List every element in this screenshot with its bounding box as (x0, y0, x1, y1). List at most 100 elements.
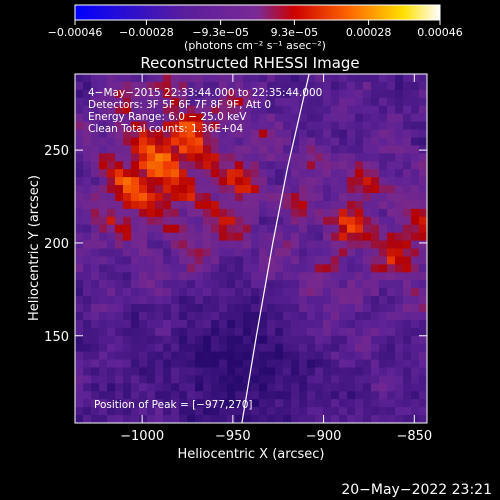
heatmap-cell (275, 359, 284, 368)
heatmap-cell (211, 288, 220, 297)
heatmap-cell (147, 319, 156, 329)
heatmap-cell (147, 74, 156, 83)
heatmap-cell (139, 113, 148, 122)
heatmap-cell (163, 415, 172, 423)
heatmap-cell (91, 232, 100, 241)
heatmap-cell (283, 185, 292, 194)
heatmap-cell (203, 185, 212, 194)
heatmap-cell (307, 177, 316, 186)
heatmap-cell (243, 343, 252, 353)
heatmap-cell (131, 304, 140, 313)
heatmap-cell (75, 335, 84, 345)
heatmap-cell (419, 367, 427, 376)
heatmap-cell (211, 137, 220, 146)
heatmap-cell (179, 256, 188, 265)
heatmap-cell (307, 169, 316, 178)
heatmap-cell (227, 200, 236, 210)
heatmap-cell (259, 200, 268, 210)
heatmap-cell (163, 232, 172, 241)
heatmap-cell (123, 161, 132, 170)
heatmap-cell (283, 97, 292, 107)
heatmap-cell (403, 288, 412, 297)
heatmap-cell (315, 129, 324, 138)
heatmap-cell (363, 216, 372, 226)
heatmap-cell (99, 121, 108, 130)
heatmap-cell (363, 311, 372, 321)
heatmap-cell (347, 216, 356, 226)
heatmap-cell (195, 367, 204, 376)
heatmap-cell (83, 327, 92, 337)
heatmap-cell (299, 185, 308, 194)
heatmap-cell (123, 153, 132, 162)
heatmap-cell (99, 383, 108, 392)
heatmap-cell (275, 89, 284, 99)
heatmap-cell (171, 407, 180, 416)
heatmap-cell (315, 169, 324, 178)
heatmap-cell (75, 359, 84, 368)
heatmap-cell (387, 383, 396, 392)
heatmap-cell (227, 208, 236, 218)
heatmap-cell (331, 256, 340, 265)
heatmap-cell (115, 129, 124, 138)
heatmap-cell (139, 248, 148, 257)
heatmap-cell (299, 169, 308, 178)
heatmap-cell (235, 327, 244, 337)
heatmap-cell (99, 280, 108, 289)
heatmap-cell (355, 319, 364, 329)
heatmap-cell (371, 415, 380, 423)
heatmap-cell (235, 311, 244, 321)
heatmap-cell (371, 81, 380, 91)
heatmap-cell (355, 113, 364, 122)
heatmap-cell (259, 216, 268, 226)
heatmap-cell (123, 327, 132, 337)
colorbar-tick-label: 0.00028 (346, 26, 392, 39)
heatmap-cell (347, 89, 356, 99)
heatmap-cell (307, 256, 316, 265)
heatmap-cell (171, 391, 180, 400)
heatmap-cell (203, 391, 212, 400)
heatmap-cell (267, 161, 276, 170)
heatmap-cell (163, 89, 172, 99)
heatmap-cell (419, 121, 427, 130)
heatmap-cell (131, 407, 140, 416)
heatmap-cell (107, 240, 116, 249)
heatmap-cell (291, 74, 300, 83)
heatmap-cell (115, 89, 124, 99)
heatmap-cell (275, 335, 284, 345)
heatmap-cell (291, 121, 300, 130)
heatmap-cell (299, 367, 308, 376)
heatmap-cell (355, 304, 364, 313)
heatmap-cell (219, 105, 228, 115)
heatmap-cell (155, 264, 164, 273)
heatmap-cell (387, 367, 396, 376)
heatmap-cell (419, 415, 427, 423)
heatmap-cell (363, 185, 372, 194)
heatmap-cell (323, 311, 332, 321)
heatmap-cell (395, 391, 404, 400)
heatmap-cell (387, 280, 396, 289)
heatmap-cell (123, 208, 132, 218)
heatmap-cell (115, 145, 124, 154)
heatmap-cell (259, 121, 268, 130)
heatmap-cell (371, 391, 380, 400)
heatmap-cell (315, 137, 324, 146)
heatmap-cell (339, 161, 348, 170)
heatmap-cell (339, 319, 348, 329)
heatmap-cell (355, 351, 364, 360)
heatmap-cell (259, 391, 268, 400)
heatmap-cell (155, 375, 164, 384)
heatmap-cell (187, 137, 196, 146)
heatmap-cell (115, 280, 124, 289)
heatmap-cell (275, 216, 284, 226)
heatmap-cell (91, 359, 100, 368)
heatmap-cell (315, 399, 324, 408)
heatmap-cell (307, 208, 316, 218)
heatmap-cell (243, 208, 252, 218)
heatmap-cell (123, 359, 132, 368)
heatmap-cell (83, 407, 92, 416)
heatmap-cell (83, 272, 92, 281)
heatmap-cell (243, 375, 252, 384)
heatmap-cell (195, 177, 204, 186)
heatmap-cell (147, 415, 156, 423)
heatmap-cell (227, 185, 236, 194)
